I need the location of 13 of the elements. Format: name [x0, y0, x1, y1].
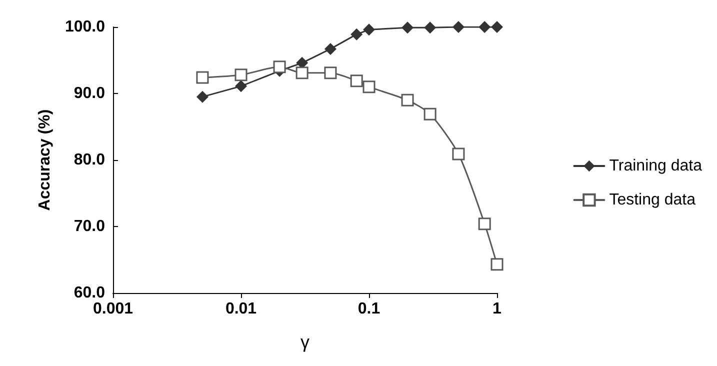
y-tick-label: 70.0: [74, 218, 106, 235]
y-tick-label: 100.0: [64, 18, 106, 36]
legend-label: Training data: [609, 158, 702, 174]
x-tick-label: 1: [492, 300, 502, 318]
x-tick-label: 0.01: [225, 300, 257, 318]
x-axis-title: γ: [300, 332, 310, 352]
legend-label: Testing data: [609, 192, 696, 208]
y-axis-title: Accuracy (%): [36, 109, 54, 211]
x-tick-label: 0.001: [92, 300, 134, 318]
y-tick-label: 60.0: [74, 284, 106, 302]
y-tick-label: 80.0: [74, 152, 106, 168]
y-tick-label: 90.0: [74, 85, 106, 102]
x-tick-label: 0.1: [358, 300, 380, 318]
